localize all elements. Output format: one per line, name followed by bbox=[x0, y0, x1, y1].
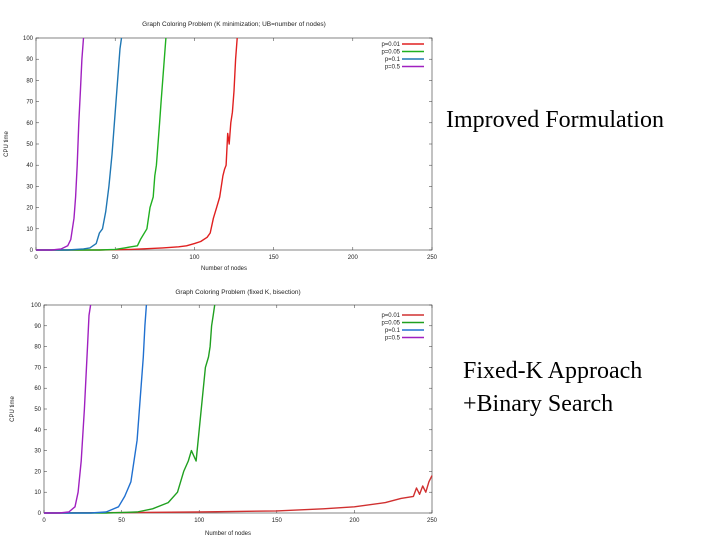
series-line-p=0.05 bbox=[44, 304, 216, 514]
y-tick-label: 90 bbox=[26, 57, 33, 63]
y-tick-label: 100 bbox=[31, 303, 42, 309]
y-tick-label: 40 bbox=[26, 163, 33, 169]
y-tick-label: 20 bbox=[26, 206, 33, 212]
y-tick-label: 30 bbox=[26, 184, 33, 190]
y-tick-label: 10 bbox=[34, 490, 41, 496]
y-tick-label: 50 bbox=[34, 407, 41, 413]
top-chart: Graph Coloring Problem (K minimization; … bbox=[4, 21, 438, 272]
y-tick-label: 0 bbox=[38, 511, 42, 517]
series-line-p=0.1 bbox=[36, 37, 123, 251]
x-tick-label: 200 bbox=[349, 518, 360, 524]
series-line-p=0.5 bbox=[44, 304, 92, 514]
chart-title: Graph Coloring Problem (K minimization; … bbox=[142, 21, 326, 28]
legend-label: p=0.5 bbox=[385, 336, 401, 342]
legend-label: p=0.01 bbox=[381, 313, 400, 319]
x-tick-label: 50 bbox=[112, 255, 119, 261]
plot-frame bbox=[35, 37, 433, 251]
legend-label: p=0.05 bbox=[381, 321, 400, 327]
y-tick-label: 0 bbox=[30, 248, 34, 254]
legend-label: p=0.1 bbox=[385, 328, 401, 334]
y-tick-label: 100 bbox=[23, 36, 34, 42]
y-tick-label: 10 bbox=[26, 227, 33, 233]
y-tick-label: 80 bbox=[26, 78, 33, 84]
y-tick-label: 70 bbox=[26, 100, 33, 106]
series-line-p=0.5 bbox=[36, 37, 85, 251]
top-annotation: Improved Formulation bbox=[446, 107, 664, 133]
chart-title: Graph Coloring Problem (fixed K, bisecti… bbox=[175, 289, 300, 296]
y-tick-label: 20 bbox=[34, 469, 41, 475]
series-line-p=0.01 bbox=[43, 475, 433, 514]
x-axis-label: Number of nodes bbox=[201, 266, 247, 272]
x-tick-label: 250 bbox=[427, 518, 438, 524]
legend-label: p=0.05 bbox=[381, 50, 400, 56]
y-axis-label: CPU time bbox=[10, 396, 16, 422]
bottom-chart: Graph Coloring Problem (fixed K, bisecti… bbox=[10, 289, 438, 537]
legend-label: p=0.5 bbox=[385, 65, 401, 71]
x-tick-label: 0 bbox=[42, 518, 46, 524]
y-tick-label: 80 bbox=[34, 345, 41, 351]
y-tick-label: 60 bbox=[26, 121, 33, 127]
bottom-annotation-line1: Fixed-K Approach bbox=[463, 358, 643, 384]
y-tick-label: 70 bbox=[34, 365, 41, 371]
x-tick-label: 200 bbox=[348, 255, 359, 261]
series-line-p=0.01 bbox=[36, 37, 238, 251]
x-tick-label: 100 bbox=[194, 518, 205, 524]
y-tick-label: 30 bbox=[34, 449, 41, 455]
x-tick-label: 150 bbox=[272, 518, 283, 524]
legend-label: p=0.01 bbox=[381, 42, 400, 48]
bottom-annotation-line2: +Binary Search bbox=[463, 391, 614, 417]
y-tick-label: 90 bbox=[34, 324, 41, 330]
plot-frame bbox=[43, 304, 433, 514]
y-tick-label: 40 bbox=[34, 428, 41, 434]
y-tick-label: 50 bbox=[26, 142, 33, 148]
x-tick-label: 100 bbox=[189, 255, 200, 261]
x-tick-label: 50 bbox=[118, 518, 125, 524]
x-axis-label: Number of nodes bbox=[205, 531, 251, 537]
x-tick-label: 0 bbox=[34, 255, 38, 261]
x-tick-label: 150 bbox=[269, 255, 280, 261]
y-axis-label: CPU time bbox=[4, 131, 10, 157]
x-tick-label: 250 bbox=[427, 255, 438, 261]
series-line-p=0.05 bbox=[36, 37, 167, 251]
y-tick-label: 60 bbox=[34, 386, 41, 392]
legend-label: p=0.1 bbox=[385, 57, 401, 63]
series-line-p=0.1 bbox=[44, 304, 148, 514]
